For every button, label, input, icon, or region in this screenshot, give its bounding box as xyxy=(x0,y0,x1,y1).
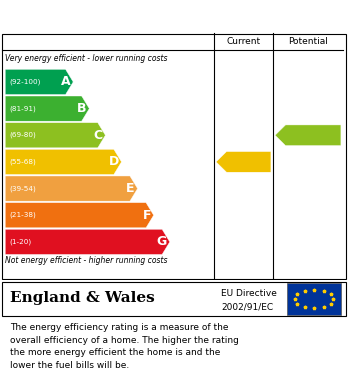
Text: (1-20): (1-20) xyxy=(9,239,32,245)
Text: Very energy efficient - lower running costs: Very energy efficient - lower running co… xyxy=(5,54,168,63)
Text: D: D xyxy=(109,155,119,169)
Text: B: B xyxy=(77,102,87,115)
Text: Potential: Potential xyxy=(288,37,328,46)
Text: C: C xyxy=(94,129,103,142)
Polygon shape xyxy=(5,149,121,174)
Text: (81-91): (81-91) xyxy=(9,105,36,112)
Text: EU Directive: EU Directive xyxy=(221,289,277,298)
Polygon shape xyxy=(5,229,170,255)
Text: 68: 68 xyxy=(238,155,255,169)
Text: F: F xyxy=(142,209,151,222)
Polygon shape xyxy=(216,152,271,172)
Text: 2002/91/EC: 2002/91/EC xyxy=(221,302,273,311)
Text: (92-100): (92-100) xyxy=(9,79,41,85)
Text: (21-38): (21-38) xyxy=(9,212,36,219)
Text: A: A xyxy=(61,75,70,88)
Text: The energy efficiency rating is a measure of the
overall efficiency of a home. T: The energy efficiency rating is a measur… xyxy=(10,323,239,369)
Text: (55-68): (55-68) xyxy=(9,159,36,165)
Text: (39-54): (39-54) xyxy=(9,185,36,192)
Polygon shape xyxy=(5,203,154,228)
Text: Current: Current xyxy=(227,37,261,46)
Polygon shape xyxy=(5,69,73,95)
Polygon shape xyxy=(5,176,137,201)
Polygon shape xyxy=(5,123,105,148)
Polygon shape xyxy=(275,125,341,145)
Text: 77: 77 xyxy=(303,129,320,142)
Text: England & Wales: England & Wales xyxy=(10,291,155,305)
Polygon shape xyxy=(5,96,89,121)
Text: Energy Efficiency Rating: Energy Efficiency Rating xyxy=(10,9,213,23)
Bar xyxy=(287,283,341,315)
Text: E: E xyxy=(126,182,135,195)
Text: G: G xyxy=(157,235,167,248)
Text: (69-80): (69-80) xyxy=(9,132,36,138)
Text: Not energy efficient - higher running costs: Not energy efficient - higher running co… xyxy=(5,256,168,265)
